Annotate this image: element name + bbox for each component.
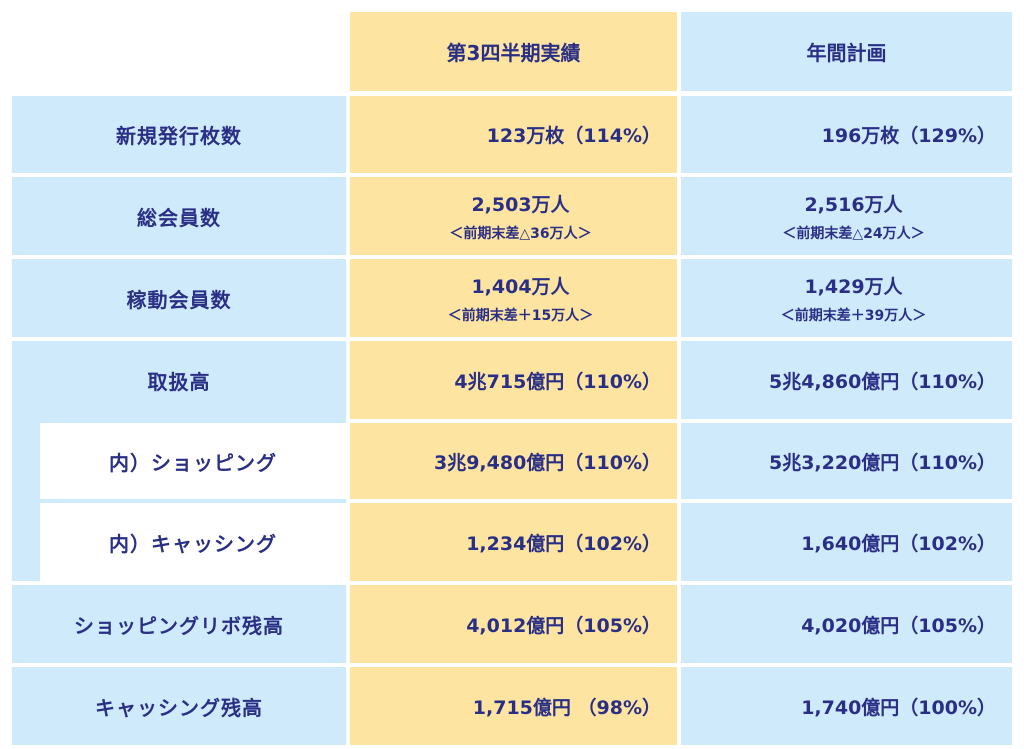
active-members-plan-diff: ＜前期末差＋39万人＞ xyxy=(780,307,927,324)
new-issued-cards-plan: 196万枚（129%） xyxy=(681,96,1012,173)
transaction-volume-q3: 4兆715億円（110%） xyxy=(350,341,677,419)
active-members-q3: 1,404万人 ＜前期末差＋15万人＞ xyxy=(350,259,677,337)
shopping-revolving-balance-q3: 4,012億円（105%） xyxy=(350,585,677,663)
new-issued-cards-q3: 123万枚（114%） xyxy=(350,96,677,173)
total-members-q3-diff: ＜前期末差△36万人＞ xyxy=(449,225,592,242)
row-label-transaction-volume: 取扱高 xyxy=(147,369,211,394)
shopping-q3: 3兆9,480億円（110%） xyxy=(350,423,677,499)
cashing-q3: 1,234億円（102%） xyxy=(350,503,677,581)
row-label-cashing-balance: キャッシング残高 xyxy=(12,667,346,745)
total-members-plan: 2,516万人 ＜前期末差△24万人＞ xyxy=(681,177,1012,255)
active-members-plan-value: 1,429万人 xyxy=(804,275,903,298)
cashing-balance-plan: 1,740億円（100%） xyxy=(681,667,1012,745)
row-label-shopping-revolving-balance: ショッピングリボ残高 xyxy=(12,585,346,663)
header-annual-plan: 年間計画 xyxy=(681,12,1012,91)
row-label-active-members: 稼動会員数 xyxy=(12,259,346,337)
active-members-q3-diff: ＜前期末差＋15万人＞ xyxy=(447,307,594,324)
shopping-plan: 5兆3,220億円（110%） xyxy=(681,423,1012,499)
active-members-plan: 1,429万人 ＜前期末差＋39万人＞ xyxy=(681,259,1012,337)
active-members-q3-value: 1,404万人 xyxy=(471,275,570,298)
row-label-shopping: 内）ショッピング xyxy=(40,423,346,499)
row-label-cashing: 内）キャッシング xyxy=(40,503,346,581)
shopping-revolving-balance-plan: 4,020億円（105%） xyxy=(681,585,1012,663)
total-members-q3-value: 2,503万人 xyxy=(471,193,570,216)
cashing-balance-q3: 1,715億円 （98%） xyxy=(350,667,677,745)
header-q3-actual: 第3四半期実績 xyxy=(350,12,677,91)
total-members-plan-value: 2,516万人 xyxy=(804,193,903,216)
cashing-plan: 1,640億円（102%） xyxy=(681,503,1012,581)
transaction-volume-plan: 5兆4,860億円（110%） xyxy=(681,341,1012,419)
total-members-q3: 2,503万人 ＜前期末差△36万人＞ xyxy=(350,177,677,255)
row-label-total-members: 総会員数 xyxy=(12,177,346,255)
row-label-new-issued-cards: 新規発行枚数 xyxy=(12,96,346,173)
total-members-plan-diff: ＜前期末差△24万人＞ xyxy=(782,225,925,242)
